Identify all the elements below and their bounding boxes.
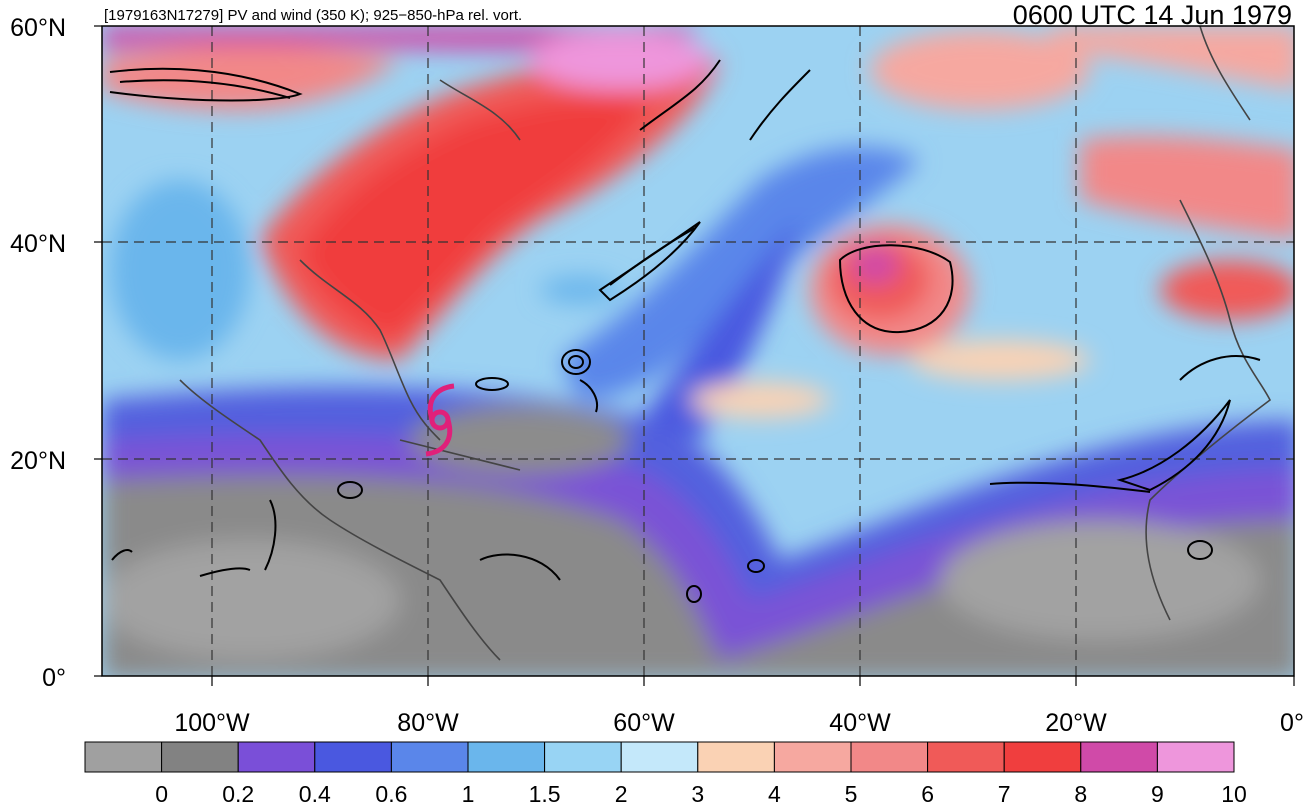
lon-label-0: 0°: [1280, 709, 1304, 737]
lon-label-40w: 40°W: [829, 709, 891, 737]
lon-label-60w: 60°W: [613, 709, 675, 737]
lat-label-60n: 60°N: [10, 14, 66, 42]
coastlines: [179, 26, 1272, 661]
colorbar: 0 0.2 0.4 0.6 1 1.5 2 3 4 5 6 7 8 9 10: [84, 741, 1247, 804]
tropical-storm-icon: [425, 383, 455, 457]
lat-label-0: 0°: [42, 664, 66, 692]
lon-label-80w: 80°W: [397, 709, 459, 737]
colorbar-tick-label: 5: [845, 781, 858, 804]
colorbar-box-8: [697, 741, 775, 773]
colorbar-tick-label: 0: [155, 781, 168, 804]
colorbar-tick-label: 0.4: [299, 781, 331, 804]
lat-label-40n: 40°N: [10, 230, 66, 258]
colorbar-box-2: [237, 741, 316, 773]
map-frame: [101, 25, 1295, 677]
colorbar-tick-label: 10: [1221, 781, 1247, 804]
colorbar-box-1: [161, 741, 239, 773]
colorbar-box-5: [467, 741, 546, 773]
colorbar-box-12: [1003, 741, 1082, 773]
colorbar-box-0: [84, 741, 163, 773]
colorbar-tick-label: 7: [998, 781, 1011, 804]
colorbar-tick-label: 8: [1074, 781, 1087, 804]
colorbar-box-10: [850, 741, 929, 773]
colorbar-box-14: [1156, 741, 1235, 773]
valid-time-title: 0600 UTC 14 Jun 1979: [1013, 0, 1292, 30]
colorbar-tick-label: 0.2: [222, 781, 254, 804]
lat-label-20n: 20°N: [10, 447, 66, 475]
colorbar-tick-label: 6: [921, 781, 934, 804]
graticule: [102, 26, 1294, 676]
colorbar-tick-label: 9: [1151, 781, 1164, 804]
map-title: [1979163N17279] PV and wind (350 K); 925…: [104, 7, 522, 24]
lon-label-100w: 100°W: [174, 709, 250, 737]
colorbar-tick-label: 2: [615, 781, 628, 804]
colorbar-box-11: [927, 741, 1005, 773]
colorbar-box-13: [1080, 741, 1158, 773]
vorticity-contours: [109, 59, 1261, 603]
map-panel: [102, 26, 1294, 676]
colorbar-box-7: [620, 741, 699, 773]
colorbar-tick-label: 3: [691, 781, 704, 804]
lon-axis: 100°W 80°W 60°W 40°W 20°W 0°: [174, 676, 1304, 737]
colorbar-tick-label: 1: [462, 781, 475, 804]
colorbar-tick-label: 1.5: [529, 781, 561, 804]
colorbar-tick-label: 4: [768, 781, 781, 804]
colorbar-box-3: [314, 741, 392, 773]
colorbar-tick-label: 0.6: [375, 781, 407, 804]
colorbar-box-4: [390, 741, 469, 773]
colorbar-box-6: [544, 741, 622, 773]
colorbar-box-9: [773, 741, 852, 773]
lon-label-20w: 20°W: [1045, 709, 1107, 737]
lat-axis: 0° 20°N 40°N 60°N: [10, 14, 102, 692]
